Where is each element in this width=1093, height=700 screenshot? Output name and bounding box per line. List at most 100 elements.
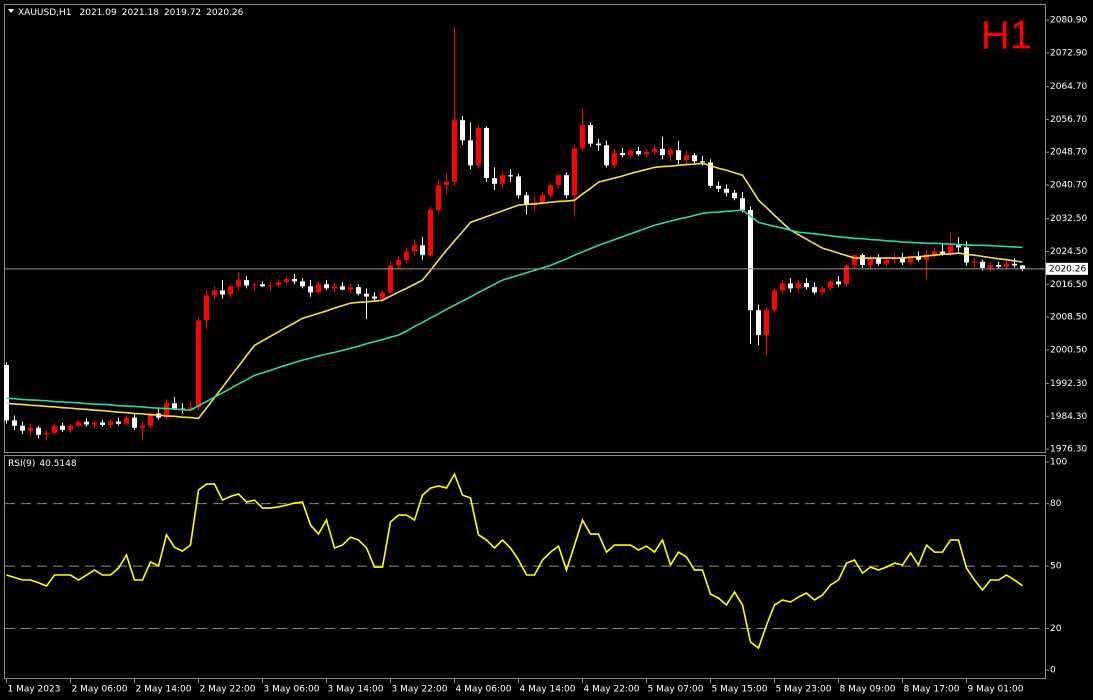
series-line	[6, 472, 1023, 650]
candle-body	[724, 188, 729, 193]
candle-body	[660, 148, 665, 156]
candle-body	[412, 245, 417, 252]
candle-body	[540, 195, 545, 203]
candle-body	[780, 283, 785, 291]
x-tick-label: 4 May 14:00	[520, 685, 576, 695]
y-tick-label: 1992.30	[1050, 379, 1087, 389]
y-tick-label: 80	[1050, 499, 1062, 509]
candle-body	[436, 185, 441, 211]
candle-body	[228, 286, 233, 295]
candle-body	[932, 251, 937, 255]
candle-body	[548, 185, 553, 196]
candle-body	[716, 185, 721, 189]
candle-body	[20, 425, 25, 431]
x-tick-label: 2 May 06:00	[72, 685, 128, 695]
candle-body	[188, 407, 193, 410]
candle-body	[844, 265, 849, 285]
candle-body	[116, 421, 121, 424]
y-tick-label: 1976.30	[1050, 445, 1087, 455]
x-tick-label: 4 May 06:00	[456, 685, 512, 695]
candle-body	[916, 256, 921, 260]
candle-body	[820, 288, 825, 293]
candle-body	[940, 251, 945, 254]
x-tick-label: 1 May 2023	[8, 685, 61, 695]
candle-body	[644, 151, 649, 155]
y-tick-label: 100	[1050, 458, 1067, 468]
x-tick-label: 3 May 06:00	[264, 685, 320, 695]
y-tick-label: 20	[1050, 624, 1062, 634]
candle-body	[852, 255, 857, 266]
x-tick-label: 4 May 22:00	[584, 685, 640, 695]
candle-body	[236, 280, 241, 287]
candle-body	[484, 128, 489, 179]
price-label: 2020.26	[1049, 264, 1086, 274]
candle-body	[740, 198, 745, 211]
last-close: 2020.26	[206, 8, 243, 18]
candle-body	[76, 421, 81, 426]
candle-body	[276, 282, 281, 286]
rsi-title: RSI(9)	[8, 459, 35, 469]
candle-body	[36, 427, 41, 435]
x-tick-label: 8 May 09:00	[840, 685, 896, 695]
y-tick-label: 2072.90	[1050, 48, 1087, 58]
chart-title: XAUUSD,H1	[18, 8, 72, 18]
candle-body	[612, 153, 617, 166]
candle-body	[492, 178, 497, 184]
y-tick-label: 2000.50	[1050, 345, 1087, 355]
candle-body	[340, 286, 345, 290]
candle-body	[620, 153, 625, 156]
candle-body	[260, 284, 265, 287]
candle-body	[692, 155, 697, 162]
rsi-panel-frame	[4, 455, 1046, 679]
candle-body	[380, 292, 385, 299]
candle-body	[604, 145, 609, 166]
candle-body	[468, 140, 473, 166]
y-tick-label: 2040.70	[1050, 181, 1087, 191]
candle-body	[924, 254, 929, 260]
candle-body	[860, 255, 865, 265]
candle-body	[788, 283, 793, 289]
y-tick-label: 2064.70	[1050, 82, 1087, 92]
candle-body	[28, 427, 33, 431]
candle-body	[204, 295, 209, 321]
candle-body	[764, 310, 769, 336]
candle-body	[420, 245, 425, 256]
y-tick-label: 2048.70	[1050, 148, 1087, 158]
candle-body	[948, 245, 953, 254]
y-tick-label: 2008.50	[1050, 313, 1087, 323]
candle-body	[300, 281, 305, 287]
candle-body	[164, 403, 169, 418]
candle-body	[1020, 265, 1025, 269]
candle-body	[68, 425, 73, 430]
candle-body	[284, 278, 289, 283]
x-tick-label: 3 May 22:00	[392, 685, 448, 695]
candle-body	[868, 258, 873, 265]
main-panel-frame	[4, 4, 1046, 453]
candle-body	[12, 420, 17, 426]
last-high: 2021.18	[122, 8, 159, 18]
candle-body	[676, 150, 681, 161]
candle-body	[596, 143, 601, 146]
y-tick-label: 50	[1050, 562, 1062, 572]
candle-body	[364, 293, 369, 297]
candle-body	[4, 365, 9, 421]
x-tick-label: 2 May 14:00	[136, 685, 192, 695]
candle-body	[268, 285, 273, 287]
x-tick-label: 5 May 07:00	[648, 685, 704, 695]
x-tick-label: 8 May 17:00	[904, 685, 960, 695]
candle-body	[772, 290, 777, 311]
candle-body	[52, 425, 57, 434]
candle-body	[996, 264, 1001, 267]
candle-body	[636, 150, 641, 155]
candle-body	[460, 120, 465, 141]
candle-body	[316, 284, 321, 293]
candle-body	[220, 290, 225, 295]
candle-body	[308, 286, 313, 293]
candle-body	[292, 278, 297, 282]
candle-body	[92, 422, 97, 425]
menu-arrow[interactable]	[8, 9, 14, 13]
candle-body	[252, 284, 257, 286]
candle-body	[372, 296, 377, 299]
candle-body	[812, 287, 817, 293]
candle-body	[404, 251, 409, 261]
